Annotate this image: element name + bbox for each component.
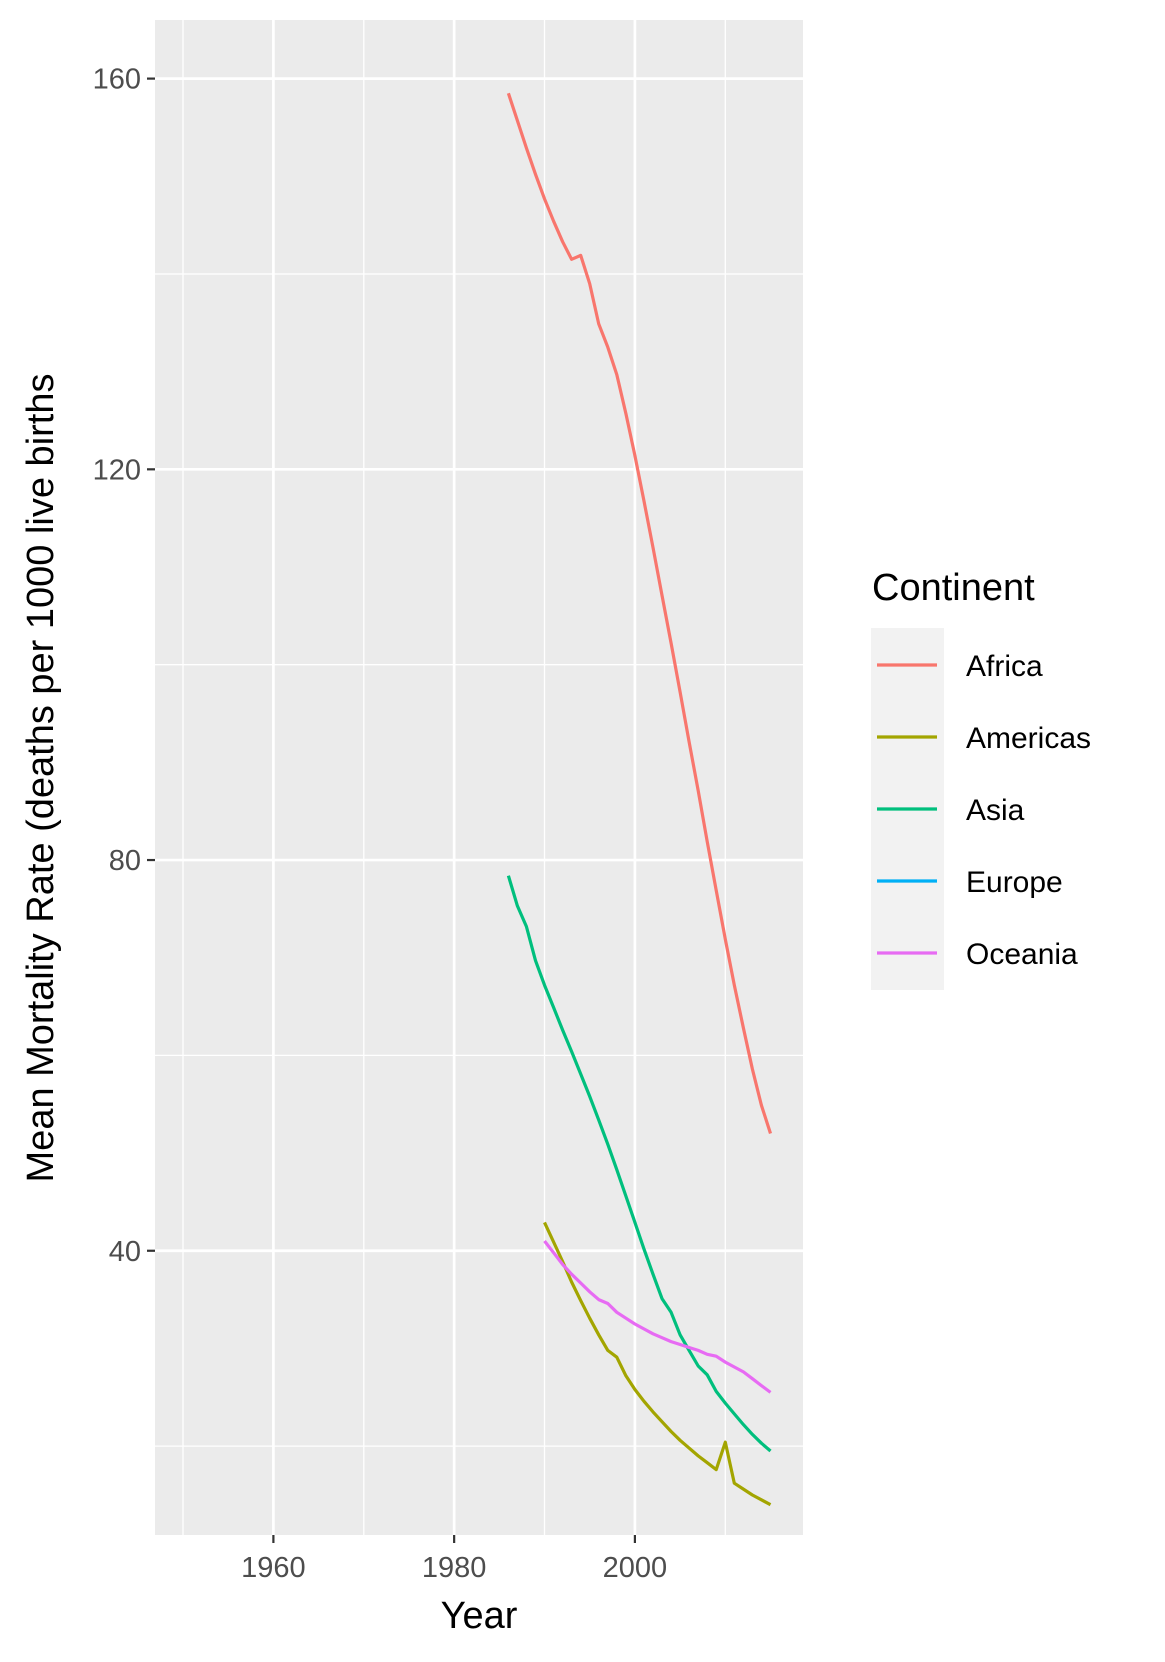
major-gridlines <box>155 20 803 1535</box>
x-tick-label: 2000 <box>603 1552 668 1584</box>
y-tick-label: 160 <box>93 64 141 96</box>
legend-label-europe: Europe <box>966 866 1063 899</box>
series-line-oceania <box>543 1240 772 1394</box>
series-line-americas <box>543 1221 772 1507</box>
x-axis-title: Year <box>441 1595 518 1637</box>
x-tick-label: 1960 <box>241 1552 306 1584</box>
plot-panel <box>155 20 803 1535</box>
y-tick-label: 120 <box>93 454 141 486</box>
legend-title: Continent <box>872 567 1035 609</box>
y-tick-label: 40 <box>109 1236 141 1268</box>
legend-items: Africa Americas Asia Europe Oceania <box>877 650 1091 971</box>
y-tick-label: 80 <box>109 845 141 877</box>
legend-label-americas: Americas <box>966 722 1091 755</box>
y-axis-title: Mean Mortality Rate (deaths per 1000 liv… <box>20 374 62 1183</box>
series-lines <box>506 92 773 1507</box>
axis-ticks <box>147 77 636 1543</box>
legend-label-africa: Africa <box>966 650 1043 683</box>
legend-label-asia: Asia <box>966 794 1025 827</box>
minor-gridlines <box>155 20 803 1535</box>
series-line-asia <box>506 875 772 1453</box>
legend: Continent Africa Americas Asia Europe Oceani… <box>871 567 1091 990</box>
tick-labels: 1960 1980 2000 40 80 120 160 <box>93 64 668 1584</box>
legend-label-oceania: Oceania <box>966 938 1078 971</box>
series-line-africa <box>506 92 773 1134</box>
x-tick-label: 1980 <box>422 1552 487 1584</box>
